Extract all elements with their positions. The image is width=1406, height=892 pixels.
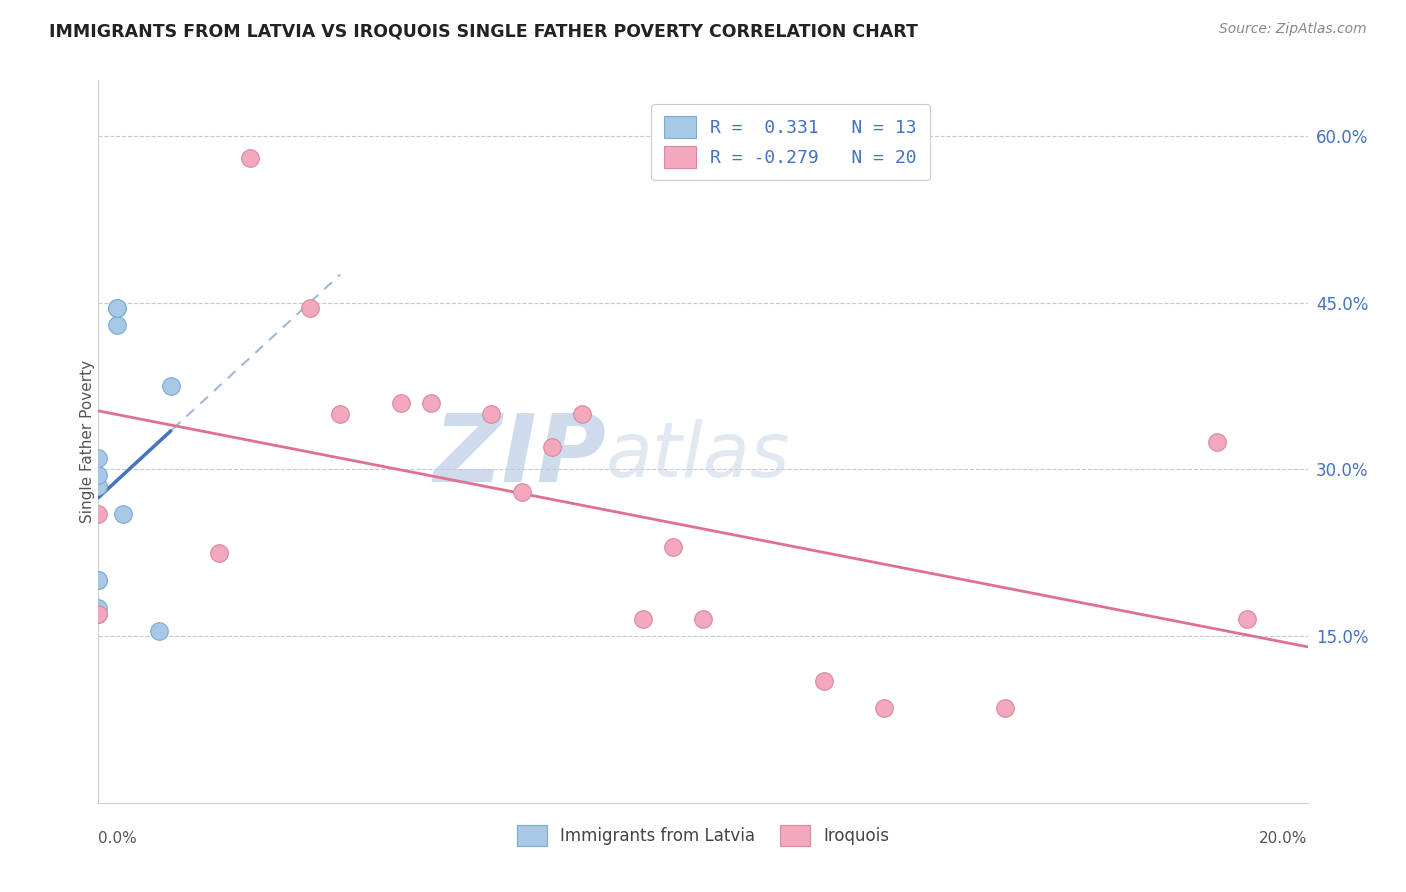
Point (208, 546, 231, 560)
Point (87, 601, 110, 615)
Point (160, 379, 183, 393)
Point (631, 612, 654, 626)
Point (661, 540, 683, 554)
Point (87, 467, 110, 482)
Point (299, 301, 322, 315)
Point (87, 479, 110, 493)
Point (813, 673, 835, 688)
Point (420, 395, 443, 409)
Point (873, 701, 896, 715)
Point (239, 151, 262, 165)
Point (87, 507, 110, 521)
Point (87, 607, 110, 621)
Text: IMMIGRANTS FROM LATVIA VS IROQUOIS SINGLE FATHER POVERTY CORRELATION CHART: IMMIGRANTS FROM LATVIA VS IROQUOIS SINGL… (49, 22, 918, 40)
Point (329, 407, 352, 421)
Text: 20.0%: 20.0% (1260, 830, 1308, 846)
Text: Source: ZipAtlas.com: Source: ZipAtlas.com (1219, 22, 1367, 37)
Y-axis label: Single Father Poverty: Single Father Poverty (80, 360, 94, 523)
Point (87, 574, 110, 588)
Point (105, 301, 128, 315)
Point (692, 612, 714, 626)
Point (87, 607, 110, 621)
Point (389, 395, 412, 409)
Point (87, 451, 110, 466)
Point (105, 301, 128, 315)
Point (994, 701, 1017, 715)
Point (510, 484, 533, 499)
Point (105, 318, 128, 332)
Point (540, 440, 562, 454)
Point (1236, 612, 1258, 626)
Point (111, 507, 134, 521)
Point (87, 574, 110, 588)
Point (148, 624, 170, 638)
Legend: Immigrants from Latvia, Iroquois: Immigrants from Latvia, Iroquois (510, 819, 896, 852)
Text: atlas: atlas (606, 419, 790, 493)
Text: 0.0%: 0.0% (98, 830, 138, 846)
Point (1206, 434, 1229, 449)
Point (481, 407, 503, 421)
Point (571, 407, 593, 421)
Text: ZIP: ZIP (433, 410, 606, 502)
